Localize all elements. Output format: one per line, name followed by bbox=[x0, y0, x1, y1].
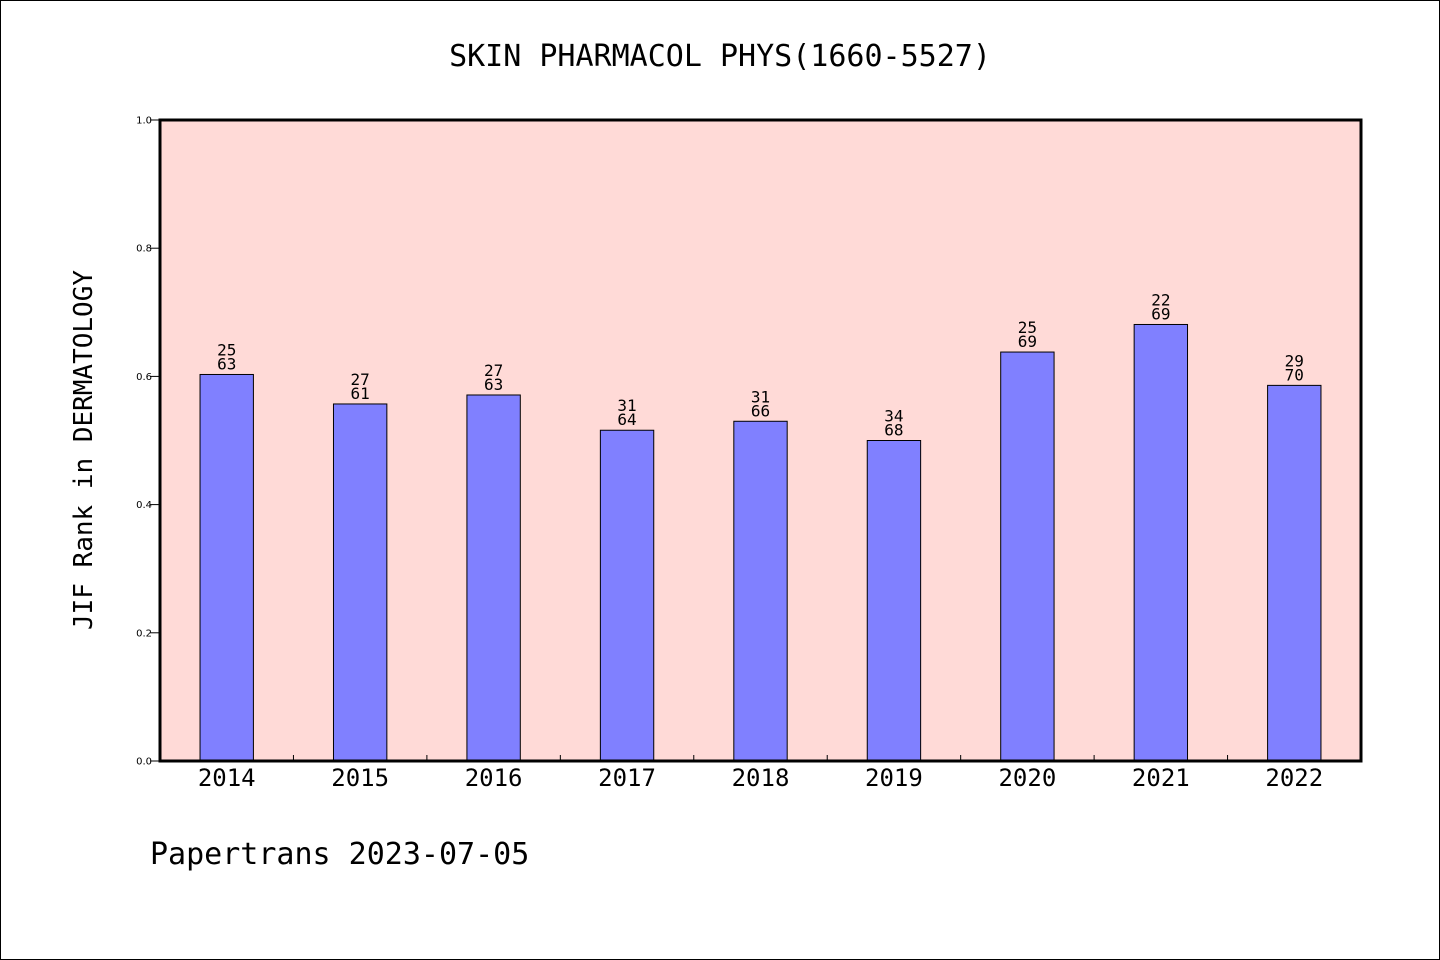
y-axis: 0.0 0.2 0.4 0.6 0.8 1.0 bbox=[136, 116, 160, 768]
bar-total-label: 63 bbox=[484, 375, 503, 394]
bar-total-label: 68 bbox=[884, 421, 903, 440]
bar-total-label: 70 bbox=[1285, 365, 1304, 384]
bar-rank-label: 34 bbox=[884, 407, 903, 426]
y-axis-label: JIF Rank in DERMATOLOGY bbox=[69, 270, 99, 630]
bar-rank-label: 29 bbox=[1285, 351, 1304, 370]
bars bbox=[199, 323, 1322, 762]
x-tick-label: 2018 bbox=[732, 764, 790, 792]
bar-rank-label: 27 bbox=[351, 370, 370, 389]
bar-rank-label: 25 bbox=[1018, 318, 1037, 337]
x-tick-label: 2020 bbox=[998, 764, 1056, 792]
bar-2015 bbox=[332, 403, 388, 762]
bar-rank-label: 27 bbox=[484, 361, 503, 380]
bar-2022 bbox=[1267, 384, 1322, 762]
y-tick-label: 0.4 bbox=[136, 500, 152, 511]
bar-2016 bbox=[466, 394, 521, 762]
x-tick-label: 2022 bbox=[1265, 764, 1323, 792]
y-tick-label: 1.0 bbox=[136, 116, 152, 127]
bar-2021 bbox=[1133, 323, 1189, 762]
bar-2019 bbox=[866, 440, 922, 762]
y-tick-label: 0.8 bbox=[136, 244, 152, 255]
y-tick-label: 0.6 bbox=[136, 372, 152, 383]
x-tick-label: 2015 bbox=[331, 764, 389, 792]
bar-rank-label: 25 bbox=[217, 340, 236, 359]
x-tick-label: 2016 bbox=[465, 764, 523, 792]
bar-rank-label: 31 bbox=[617, 396, 636, 415]
y-tick-label: 0.2 bbox=[136, 628, 152, 639]
bar-total-label: 61 bbox=[351, 384, 370, 403]
bar-total-label: 66 bbox=[751, 401, 770, 420]
bar-total-label: 63 bbox=[217, 354, 236, 373]
bar-total-label: 64 bbox=[617, 410, 636, 429]
y-tick-label: 0.0 bbox=[136, 757, 152, 768]
x-tick-label: 2021 bbox=[1132, 764, 1190, 792]
bar-rank-label: 31 bbox=[751, 387, 770, 406]
x-axis: 2014 2015 2016 2017 2018 2019 2020 2021 2022 bbox=[198, 755, 1323, 792]
plot-border bbox=[158, 118, 1363, 763]
x-tick-label: 2017 bbox=[598, 764, 656, 792]
footer-text: Papertrans 2023-07-05 bbox=[150, 837, 529, 872]
bar-2018 bbox=[733, 420, 788, 762]
x-tick-label: 2014 bbox=[198, 764, 256, 792]
bar-2017 bbox=[599, 429, 655, 762]
x-tick-label: 2019 bbox=[865, 764, 923, 792]
bar-total-label: 69 bbox=[1151, 304, 1170, 323]
bar-2014 bbox=[199, 373, 254, 762]
chart-title: SKIN PHARMACOL PHYS(1660-5527) bbox=[449, 39, 991, 74]
bar-total-label: 69 bbox=[1018, 332, 1037, 351]
bar-rank-label: 22 bbox=[1151, 290, 1170, 309]
bar-2020 bbox=[1000, 351, 1055, 762]
